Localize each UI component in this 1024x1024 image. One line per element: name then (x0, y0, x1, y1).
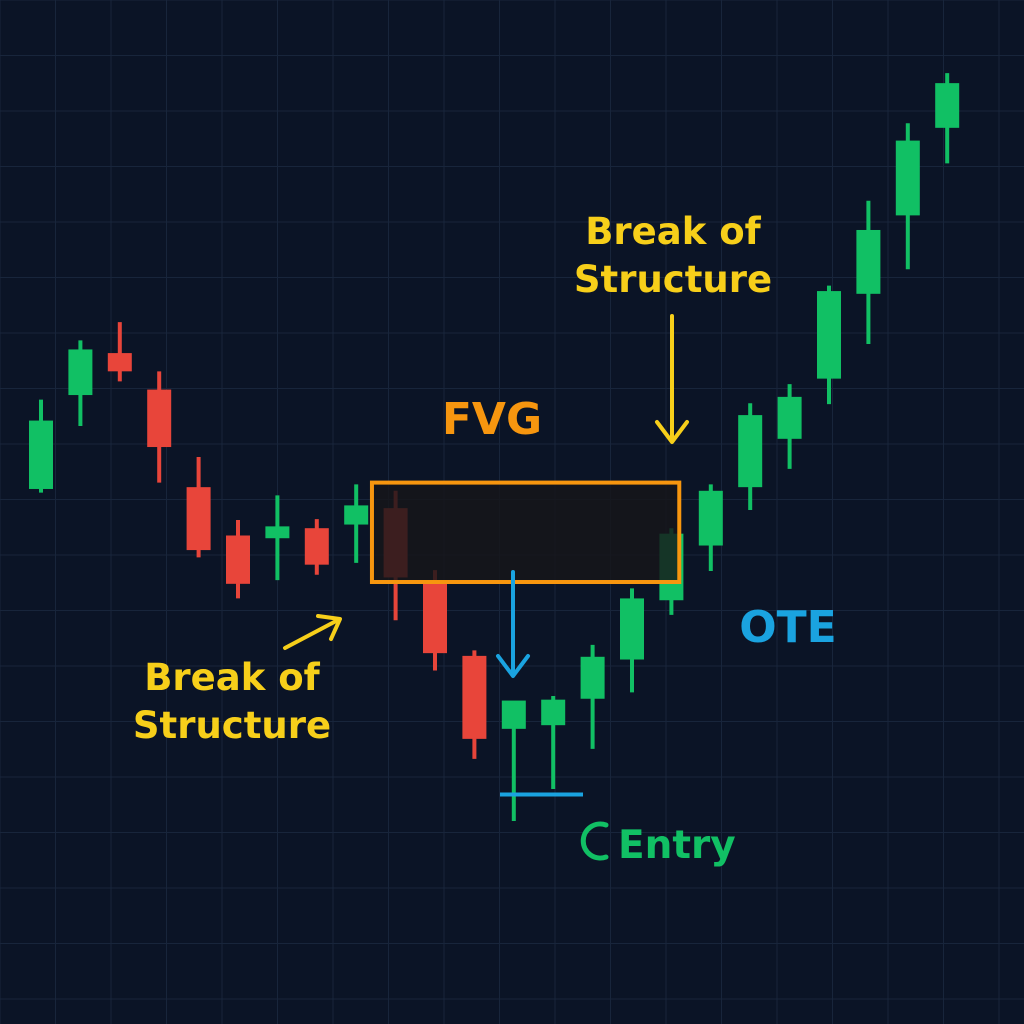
candle-body (777, 396, 802, 439)
ote-arrow-down-icon (496, 570, 530, 678)
candle-bullish (541, 696, 566, 790)
candle-body (107, 353, 132, 372)
candle-body (265, 526, 290, 539)
candle-bullish (265, 495, 290, 581)
arrow-down-icon (655, 314, 689, 444)
candle-bearish (226, 519, 250, 599)
candle-bullish (698, 484, 723, 572)
candle-body (304, 528, 329, 565)
candle-bearish (304, 519, 329, 575)
bos-left-label-line2: Structure (133, 704, 331, 747)
candle-body (817, 291, 841, 379)
candle-bullish (856, 200, 881, 344)
candle-body (186, 487, 211, 551)
candle-bullish (68, 340, 93, 427)
candle-bearish (423, 570, 447, 671)
candle-bearish (107, 322, 132, 382)
candles (29, 73, 960, 821)
candle-body (580, 656, 605, 699)
candle-body (226, 535, 250, 584)
annotations: Break of Structure FVG Break of Structur… (133, 210, 837, 868)
fvg-label: FVG (442, 394, 542, 445)
candle-body (895, 140, 920, 216)
candle-bullish (817, 285, 841, 405)
candle-body (29, 420, 53, 489)
candle-body (68, 349, 93, 396)
entry-label: Entry (618, 823, 736, 868)
ote-label: OTE (739, 602, 836, 653)
arrow-up-right-icon (283, 614, 342, 650)
candle-bullish (501, 700, 526, 821)
bos-right-label-line2: Structure (574, 258, 772, 301)
candle-body (344, 505, 369, 525)
crescent-icon (580, 821, 609, 861)
candle-bullish (935, 73, 960, 164)
candle-body (698, 490, 723, 546)
candle-body (147, 389, 172, 448)
bos-left-label-line1: Break of (144, 656, 320, 699)
candle-bullish (344, 484, 369, 563)
fvg-rectangle (369, 480, 682, 585)
candle-bullish (738, 403, 763, 510)
candle-body (856, 229, 881, 294)
candle-body (423, 580, 447, 654)
fvg-zone (369, 480, 682, 585)
candle-bullish (580, 644, 605, 749)
candle-body (501, 700, 526, 729)
candle-bearish (147, 371, 172, 483)
candle-bullish (29, 399, 53, 493)
bos-right-label-line1: Break of (585, 210, 761, 253)
candle-body (935, 83, 960, 128)
candle-bullish (777, 384, 802, 469)
candle-body (462, 655, 487, 739)
candle-bearish (186, 457, 211, 558)
candle-bullish (620, 588, 644, 693)
candle-bullish (895, 123, 920, 270)
candle-body (541, 699, 566, 726)
candle-bearish (462, 650, 487, 759)
candle-body (738, 415, 763, 488)
candle-body (620, 598, 644, 660)
